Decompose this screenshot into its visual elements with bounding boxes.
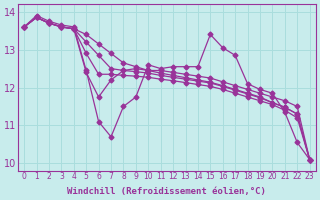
X-axis label: Windchill (Refroidissement éolien,°C): Windchill (Refroidissement éolien,°C) [68,187,266,196]
